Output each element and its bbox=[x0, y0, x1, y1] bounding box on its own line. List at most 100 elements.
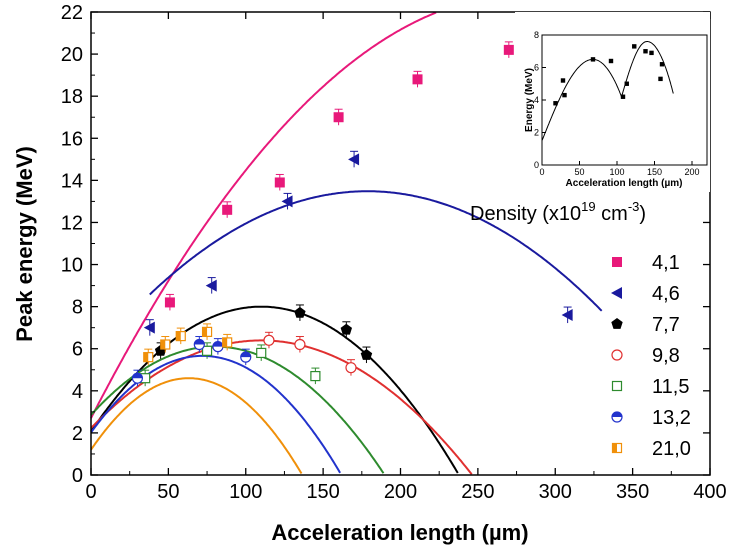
inset-markers bbox=[553, 44, 665, 106]
inset-data-point bbox=[643, 49, 648, 54]
data-point bbox=[164, 297, 175, 308]
inset-y-tick-label: 0 bbox=[534, 160, 539, 170]
data-point bbox=[160, 339, 171, 350]
y-tick-label: 22 bbox=[61, 2, 83, 24]
inset-x-tick-label: 50 bbox=[574, 167, 584, 177]
legend-title-prefix: Density (x10 bbox=[470, 203, 581, 225]
data-point bbox=[201, 326, 213, 337]
y-tick-label: 16 bbox=[61, 128, 83, 150]
x-tick-label: 150 bbox=[306, 481, 339, 503]
legend-marker bbox=[611, 442, 623, 454]
y-tick-label: 18 bbox=[61, 86, 83, 108]
data-point bbox=[348, 153, 360, 166]
x-tick-label: 0 bbox=[85, 481, 96, 503]
legend-label: 9,8 bbox=[652, 345, 680, 367]
inset-y-tick-label: 2 bbox=[534, 128, 539, 138]
fit-curve bbox=[90, 354, 341, 474]
data-point bbox=[222, 337, 233, 348]
legend: 4,1 4,6 7,7 9,8 11,5 13,2 21,0 bbox=[611, 252, 691, 460]
data-point bbox=[503, 44, 514, 55]
fit-curve bbox=[90, 305, 459, 474]
data-point bbox=[412, 74, 423, 85]
x-tick-label: 300 bbox=[539, 481, 572, 503]
y-tick-label: 12 bbox=[61, 212, 83, 234]
y-tick-label: 2 bbox=[72, 423, 83, 445]
data-point bbox=[131, 372, 144, 384]
legend-title-mid: cm bbox=[596, 203, 628, 225]
legend-label: 13,2 bbox=[652, 407, 691, 429]
legend-label: 21,0 bbox=[652, 438, 691, 460]
data-point bbox=[256, 347, 267, 359]
inset-data-point bbox=[562, 92, 567, 98]
y-tick-label: 20 bbox=[61, 44, 83, 66]
fit-curve bbox=[90, 377, 303, 475]
data-point bbox=[333, 112, 344, 123]
inset-fit-curve bbox=[541, 41, 674, 141]
fit-curve bbox=[149, 190, 603, 312]
data-point bbox=[360, 349, 373, 360]
inset-x-tick-label: 150 bbox=[647, 167, 662, 177]
x-tick-label: 400 bbox=[693, 481, 726, 503]
data-point bbox=[201, 345, 213, 356]
data-point bbox=[340, 323, 352, 335]
data-point bbox=[143, 352, 154, 363]
data-point bbox=[240, 351, 252, 363]
inset-x-tick-label: 100 bbox=[609, 167, 624, 177]
y-tick-labels: 0 2 4 6 8 10 12 14 16 18 20 22 bbox=[61, 2, 83, 487]
axis-ticks bbox=[90, 11, 711, 476]
data-point bbox=[561, 309, 573, 322]
inset-data-point bbox=[620, 94, 626, 99]
data-point bbox=[274, 177, 285, 188]
x-tick-labels: 0 50 100 150 200 250 300 350 400 bbox=[85, 481, 726, 503]
x-tick-label: 350 bbox=[616, 481, 649, 503]
inset-y-axis-title: Energy (MeV) bbox=[524, 68, 535, 132]
legend-marker bbox=[612, 257, 622, 267]
data-point bbox=[263, 334, 275, 346]
y-axis-title: Peak energy (MeV) bbox=[12, 146, 37, 342]
inset-data-point bbox=[590, 57, 596, 62]
inset-curve bbox=[541, 41, 674, 141]
legend-label: 11,5 bbox=[652, 376, 689, 398]
y-tick-label: 4 bbox=[72, 381, 83, 403]
data-point bbox=[281, 195, 293, 208]
inset-data-point bbox=[649, 50, 654, 56]
data-point bbox=[193, 338, 205, 351]
data-point bbox=[205, 279, 217, 292]
legend-marker bbox=[611, 380, 623, 392]
inset-chart: 0 50 100 150 200 0 2 4 6 8 Acceleration length (µ… bbox=[515, 12, 710, 192]
y-tick-label: 8 bbox=[72, 297, 83, 319]
legend-marker bbox=[611, 318, 623, 329]
inset-y-tick-label: 8 bbox=[534, 30, 539, 40]
data-point bbox=[222, 204, 233, 215]
legend-title-exp1: 19 bbox=[581, 199, 595, 214]
fit-curve bbox=[90, 11, 437, 419]
inset-y-tick-label: 4 bbox=[534, 95, 539, 105]
inset-data-point bbox=[659, 62, 665, 67]
data-point bbox=[294, 338, 306, 351]
legend-label: 4,6 bbox=[652, 283, 680, 305]
legend-marker bbox=[611, 349, 623, 361]
inset-x-tick-label: 200 bbox=[684, 167, 699, 177]
fit-curve bbox=[90, 339, 473, 475]
data-point bbox=[175, 331, 186, 342]
inset-ticks: 0 50 100 150 200 0 2 4 6 8 bbox=[534, 30, 700, 177]
x-axis-title: Acceleration length (µm) bbox=[271, 520, 528, 545]
fit-curve bbox=[90, 345, 385, 474]
inset-background bbox=[515, 12, 710, 192]
data-point bbox=[310, 370, 321, 382]
y-tick-label: 6 bbox=[72, 339, 83, 361]
inset-data-point bbox=[560, 78, 566, 83]
legend-marker bbox=[611, 411, 623, 423]
x-tick-label: 50 bbox=[157, 481, 179, 503]
legend-label: 7,7 bbox=[652, 314, 680, 336]
data-point bbox=[294, 306, 306, 318]
inset-data-point bbox=[624, 81, 629, 86]
inset-x-tick-label: 0 bbox=[539, 167, 544, 177]
inset-data-point bbox=[553, 101, 558, 106]
legend-label: 4,1 bbox=[652, 252, 680, 274]
inset-data-point bbox=[658, 76, 663, 82]
y-tick-label: 10 bbox=[61, 255, 83, 277]
legend-title-exp2: -3 bbox=[628, 199, 640, 214]
y-tick-label: 0 bbox=[72, 465, 83, 487]
